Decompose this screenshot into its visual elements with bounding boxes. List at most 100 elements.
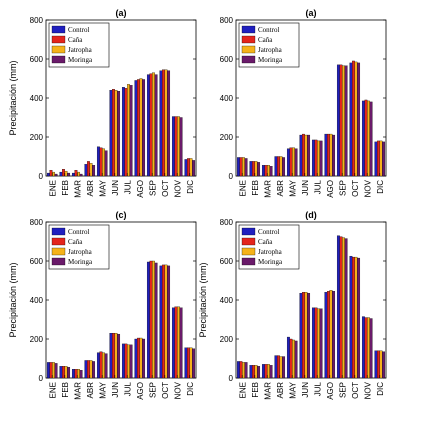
bar-jatropha-mar <box>77 171 80 177</box>
bar-cana-mar <box>264 364 268 379</box>
bar-jatropha-oct <box>164 69 168 177</box>
x-tick-label: ENE <box>48 180 57 196</box>
panel-a-left: 0 200 400 600 800 ENE FEB MAR ABR MAY JUN JUL AGO SEP… <box>8 8 197 198</box>
y-tick-label: 600 <box>30 257 44 266</box>
bar-control-mar <box>71 369 75 379</box>
bar-cana-dic <box>377 140 380 177</box>
x-tick-label: FEB <box>61 180 70 196</box>
y-tick-label: 800 <box>30 218 44 227</box>
x-tick-label: SEP <box>338 382 347 398</box>
y-tick-label: 200 <box>30 133 44 142</box>
bar-control-nov <box>171 307 175 379</box>
bar-control-may <box>96 352 100 379</box>
legend-label: Jatropha <box>258 248 283 256</box>
bar-cana-oct <box>352 60 355 177</box>
bar-moringa-jun <box>307 293 311 379</box>
bar-control-may <box>96 146 100 177</box>
bar-cana-jun <box>112 89 115 177</box>
legend-label: Control <box>68 26 89 34</box>
bar-moringa-abr <box>92 165 96 177</box>
bar-moringa-nov <box>179 117 183 177</box>
bar-control-dic <box>184 347 188 379</box>
bar-moringa-abr <box>92 361 96 379</box>
x-tick-label: NOV <box>173 179 182 197</box>
legend-label: Moringa <box>68 56 93 64</box>
bar-jatropha-ago <box>329 290 333 379</box>
bar-control-dic <box>184 159 188 177</box>
legend-swatch <box>241 55 256 64</box>
bar-jatropha-ago <box>139 78 143 177</box>
bar-jatropha-mar <box>267 165 270 177</box>
bar-moringa-nov <box>179 307 183 379</box>
bar-control-oct <box>349 255 353 379</box>
x-tick-label: JUN <box>111 382 120 398</box>
bar-cana-jul <box>124 343 128 379</box>
bar-jatropha-mar <box>267 364 270 379</box>
x-tick-label: ENE <box>238 180 247 196</box>
x-tick-label: MAR <box>263 382 272 400</box>
x-tick-label: OCT <box>161 382 170 399</box>
bar-moringa-sep <box>344 65 348 177</box>
legend-label: Control <box>68 228 89 236</box>
x-tick-label: DIC <box>376 180 385 194</box>
y-tick-label: 600 <box>220 55 234 64</box>
bar-control-jun <box>109 90 113 177</box>
y-tick-label: 200 <box>30 335 44 344</box>
y-tick-label: 600 <box>30 55 44 64</box>
bar-control-jun <box>109 332 113 379</box>
bar-jatropha-abr <box>89 360 93 379</box>
legend-swatch <box>241 247 256 256</box>
x-tick-label: DIC <box>186 382 195 396</box>
bar-cana-abr <box>277 156 280 177</box>
bar-jatropha-jul <box>317 140 320 177</box>
panel-title: (a) <box>306 8 317 18</box>
x-tick-label: JUL <box>313 179 322 194</box>
panel-title: (c) <box>116 210 127 220</box>
legend-label: Jatropha <box>68 248 93 256</box>
bar-moringa-abr <box>282 157 286 177</box>
bar-cana-jul <box>314 139 318 177</box>
bar-moringa-jun <box>117 91 121 177</box>
x-tick-label: MAY <box>288 381 297 398</box>
bar-cana-may <box>99 351 103 379</box>
bar-control-oct <box>349 62 353 177</box>
bar-jatropha-sep <box>342 65 345 177</box>
bar-moringa-feb <box>67 367 71 379</box>
bar-control-feb <box>59 366 63 379</box>
bar-jatropha-may <box>292 147 295 177</box>
y-tick-label: 200 <box>220 335 234 344</box>
y-tick-label: 400 <box>30 94 44 103</box>
bar-cana-may <box>99 147 103 177</box>
bar-jatropha-feb <box>64 366 68 379</box>
bar-cana-abr <box>277 355 280 379</box>
bar-cana-jul <box>124 88 128 177</box>
bar-control-jul <box>311 139 315 177</box>
bar-jatropha-jul <box>317 308 320 379</box>
bar-cana-oct <box>162 264 165 379</box>
bar-moringa-jul <box>319 308 323 379</box>
legend-swatch <box>51 55 66 64</box>
bar-control-jun <box>299 293 303 379</box>
x-tick-label: MAY <box>98 381 107 398</box>
legend-label: Jatropha <box>68 46 93 54</box>
bar-control-sep <box>336 235 340 379</box>
x-tick-label: AGO <box>326 180 335 198</box>
y-tick-label: 800 <box>220 16 234 25</box>
legend-swatch <box>51 257 66 266</box>
bar-moringa-may <box>294 340 298 379</box>
bar-moringa-ene <box>54 363 58 379</box>
panel-d: 0 200 400 600 800 ENE FEB MAR ABR MAY JUN JUL AGO SEP… <box>198 210 387 400</box>
bar-jatropha-feb <box>254 161 258 177</box>
bar-moringa-feb <box>67 172 71 177</box>
x-tick-label: NOV <box>173 381 182 399</box>
bar-jatropha-dic <box>379 350 383 379</box>
x-tick-label: MAR <box>263 180 272 198</box>
bar-jatropha-dic <box>189 347 193 379</box>
bar-control-ene <box>46 172 50 177</box>
bar-moringa-jul <box>319 140 323 177</box>
bar-jatropha-jun <box>114 90 118 177</box>
bar-moringa-oct <box>357 257 361 379</box>
x-tick-label: DIC <box>186 180 195 194</box>
bar-control-oct <box>159 265 163 379</box>
